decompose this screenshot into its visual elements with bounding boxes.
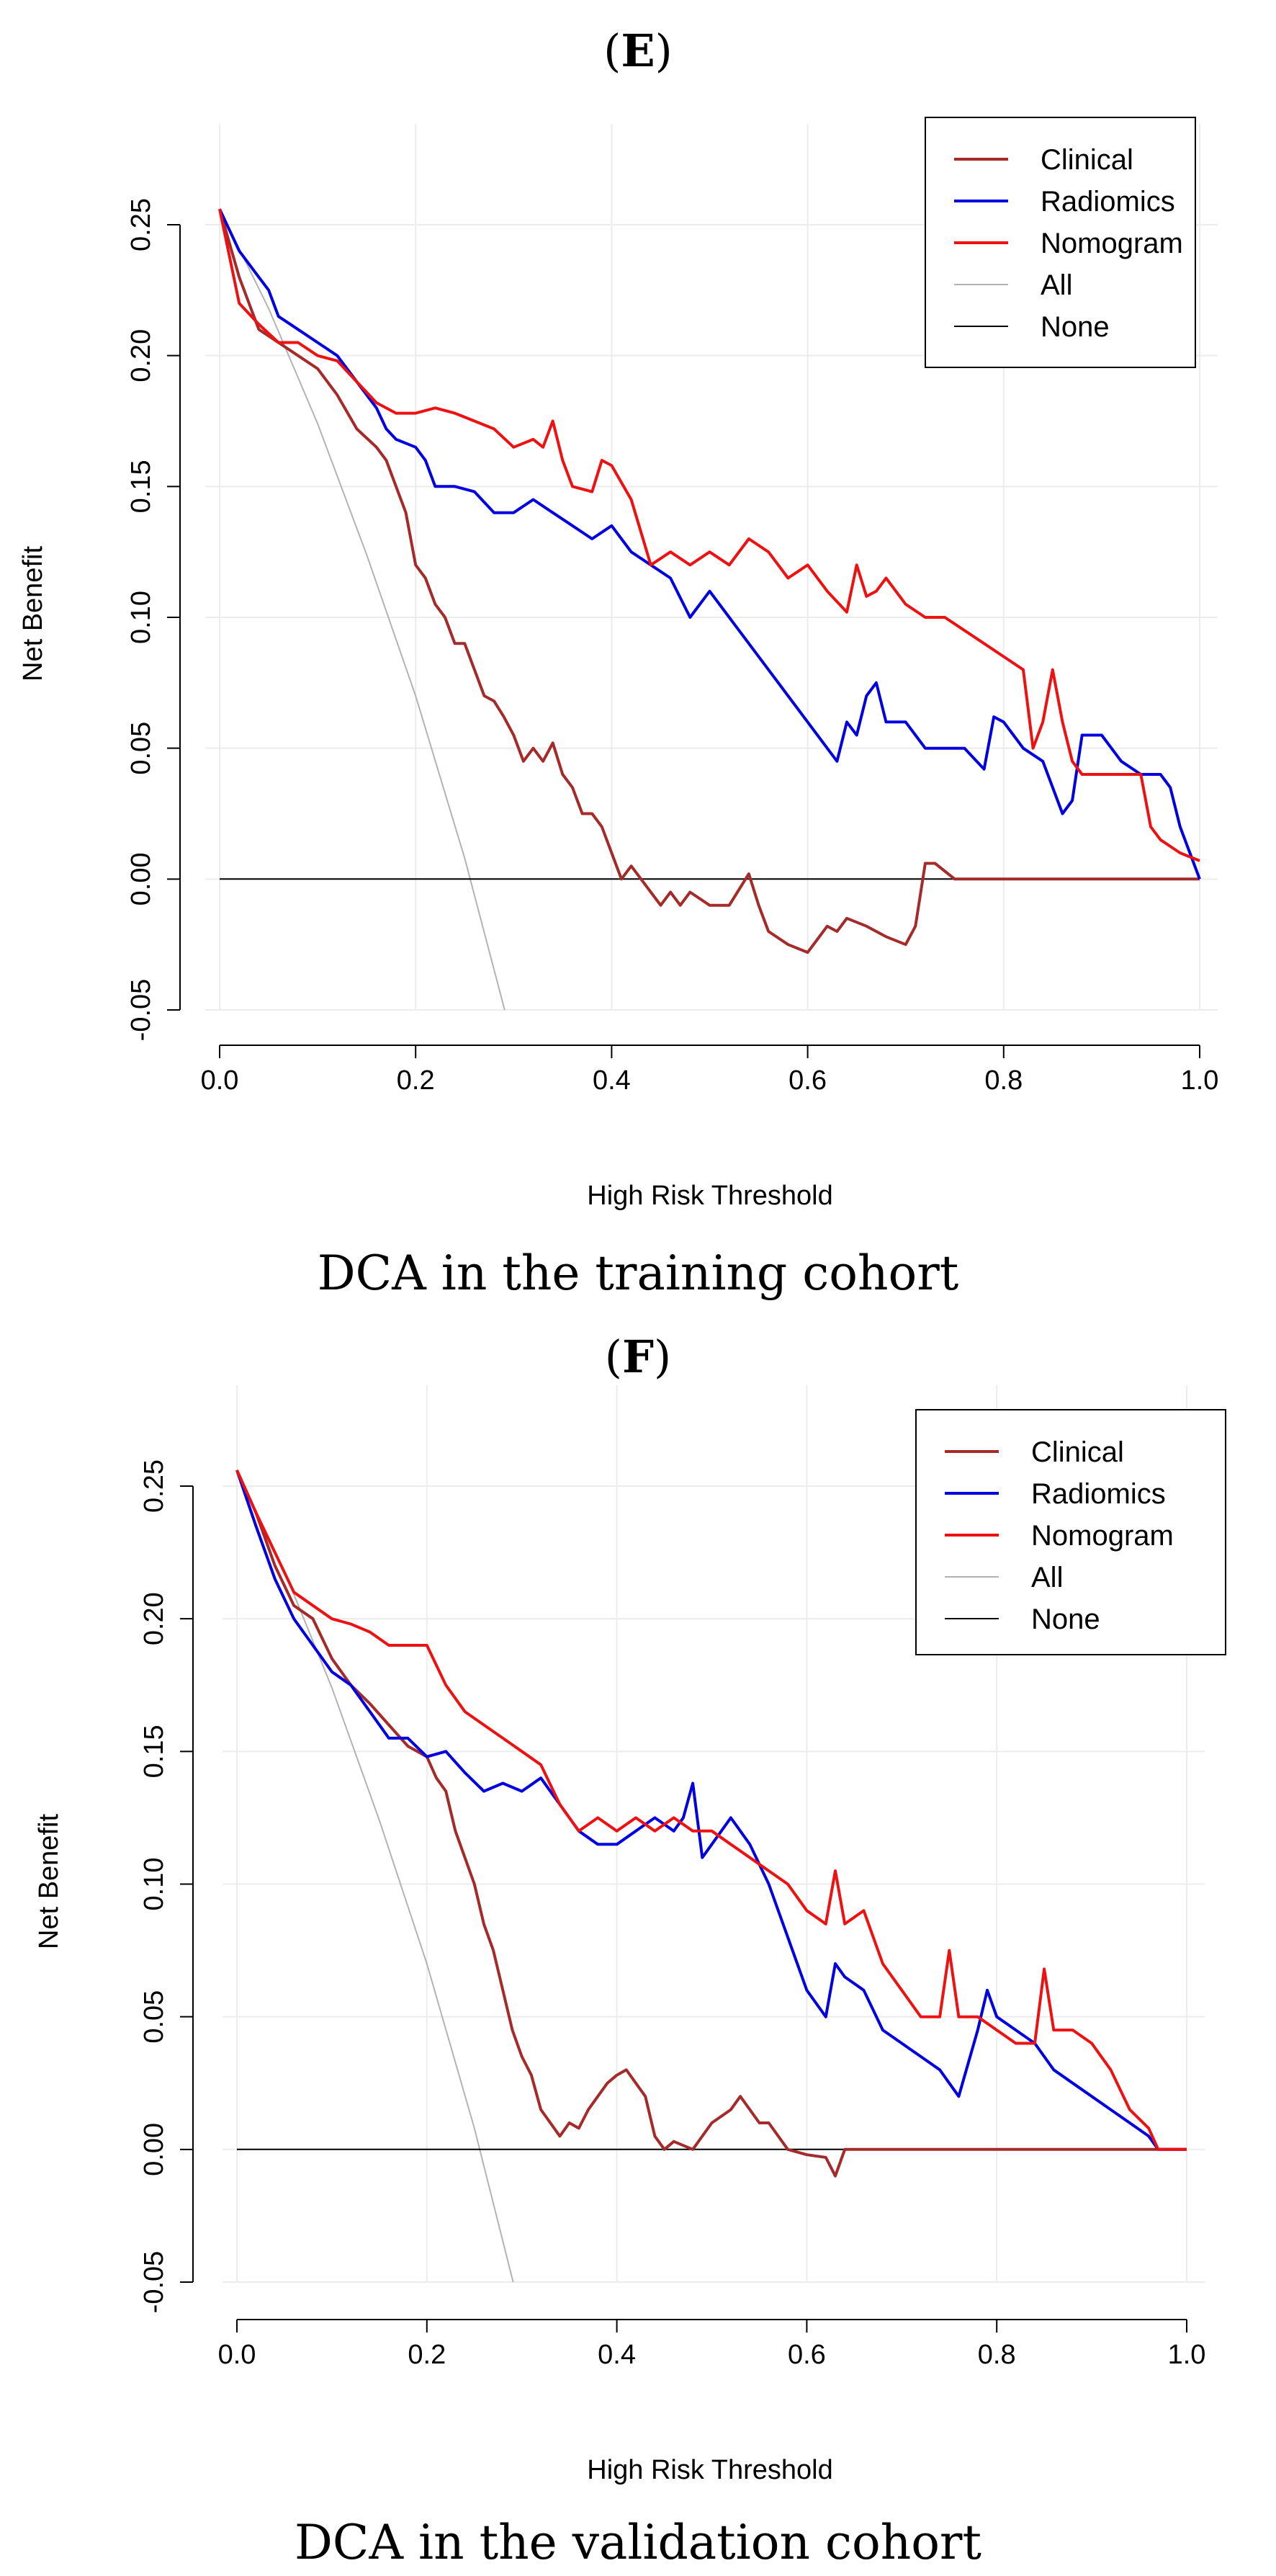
panel-f-legend-label-clinical: Clinical	[1031, 1436, 1124, 1468]
panel-e-x-ticks: 0.0 0.2 0.4 0.6 0.8 1.0	[201, 1045, 1219, 1096]
panel-f-legend-label-all: All	[1031, 1562, 1063, 1593]
panel-e-x-axis-title: High Risk Threshold	[587, 1181, 832, 1211]
panel-f-legend-label-radiomics: Radiomics	[1031, 1478, 1166, 1510]
panel-e-series-nomogram-line	[218, 208, 1200, 862]
panel-e-legend-label-none: None	[1041, 311, 1110, 343]
panel-e-series-radiomics-line	[218, 208, 1201, 880]
panel-f-x-tick-label: 0.0	[218, 2340, 256, 2370]
panel-f-series-radiomics-line	[235, 1470, 1187, 2151]
panel-f-caption: DCA in the validation cohort	[295, 2515, 981, 2570]
panel-e-letter: E	[621, 24, 655, 77]
panel-e-x-tick-label: 0.0	[201, 1065, 239, 1096]
panel-e-series-clinical-line	[218, 208, 1200, 954]
panel-e-y-tick-label: 0.05	[126, 722, 156, 775]
panel-f-x-axis-title: High Risk Threshold	[587, 2455, 832, 2485]
panel-e-caption: DCA in the training cohort	[318, 1245, 959, 1301]
panel-f-series-nomogram-line	[235, 1470, 1187, 2151]
panel-f-x-tick-label: 0.2	[408, 2340, 446, 2370]
panel-f-y-tick-label: 0.15	[139, 1725, 169, 1778]
panel-f-x-tick-label: 0.6	[788, 2340, 826, 2370]
panel-e-legend-label-nomogram: Nomogram	[1041, 228, 1183, 259]
panel-e-x-tick-label: 0.4	[593, 1065, 631, 1096]
panel-e-y-tick-label: 0.20	[126, 329, 156, 383]
panel-f-plot-area	[235, 1470, 1187, 2282]
panel-e-x-tick-label: 0.2	[397, 1065, 435, 1096]
panel-e-legend: Clinical Radiomics Nomogram All None	[925, 117, 1196, 368]
panel-e-y-tick-label: 0.10	[126, 591, 156, 644]
panel-e-plot-area	[218, 208, 1201, 1010]
panel-e-label: (E)	[603, 24, 673, 77]
panel-e-y-tick-label: 0.25	[126, 198, 156, 251]
panel-e-legend-label-clinical: Clinical	[1041, 144, 1133, 176]
panel-f-y-tick-label: 0.10	[139, 1858, 169, 1911]
panel-e-y-tick-label: 0.15	[126, 460, 156, 513]
panel-f-y-tick-label: 0.20	[139, 1592, 169, 1645]
panel-e-x-tick-label: 0.6	[788, 1065, 827, 1096]
panel-f-y-tick-label: -0.05	[139, 2251, 169, 2314]
panel-e: (E) 0.0 0.2 0.4 0.6 0.8 1.0 -0.05 0.00 0.05 0.10…	[18, 24, 1218, 1301]
panel-e-legend-label-all: All	[1041, 269, 1072, 301]
panel-e-y-axis-title: Net Benefit	[18, 546, 48, 681]
panel-e-series-all-line	[219, 208, 506, 1010]
panel-f-y-axis-title: Net Benefit	[34, 1814, 64, 1949]
panel-f-y-ticks: -0.05 0.00 0.05 0.10 0.15 0.20 0.25	[139, 1459, 193, 2313]
panel-f: (F) 0.0 0.2 0.4 0.6 0.8 1.0 -0.05 0.00 0.05 0.10…	[34, 1331, 1226, 2570]
panel-f-y-tick-label: 0.25	[139, 1459, 169, 1513]
panel-e-y-tick-label: -0.05	[126, 979, 156, 1042]
panel-f-y-tick-label: 0.00	[139, 2123, 169, 2176]
panel-f-x-tick-label: 0.4	[598, 2340, 636, 2370]
panel-f-letter: F	[622, 1331, 654, 1383]
panel-e-x-tick-label: 1.0	[1181, 1065, 1219, 1096]
panel-f-legend: Clinical Radiomics Nomogram All None	[915, 1409, 1226, 1655]
panel-f-series-all-line	[236, 1470, 514, 2282]
panel-f-x-ticks: 0.0 0.2 0.4 0.6 0.8 1.0	[218, 2320, 1206, 2370]
panel-e-legend-label-radiomics: Radiomics	[1041, 186, 1175, 218]
panel-f-x-tick-label: 1.0	[1168, 2340, 1206, 2370]
panel-f-y-tick-label: 0.05	[139, 1990, 169, 2044]
panel-e-y-tick-label: 0.00	[126, 852, 156, 905]
panel-f-x-tick-label: 0.8	[978, 2340, 1016, 2370]
panel-e-y-ticks: -0.05 0.00 0.05 0.10 0.15 0.20 0.25	[126, 198, 180, 1041]
panel-f-series-clinical-line	[235, 1470, 1187, 2178]
panel-f-label: (F)	[605, 1331, 671, 1383]
panel-f-legend-label-none: None	[1031, 1604, 1100, 1635]
panel-e-x-tick-label: 0.8	[984, 1065, 1023, 1096]
panel-f-legend-label-nomogram: Nomogram	[1031, 1520, 1174, 1552]
